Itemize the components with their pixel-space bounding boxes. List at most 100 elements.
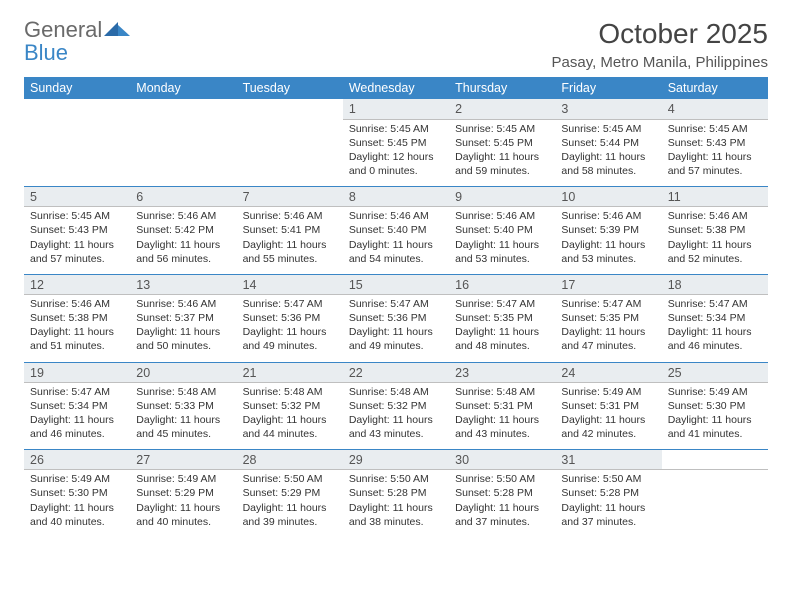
- calendar-table: Sunday Monday Tuesday Wednesday Thursday…: [24, 77, 768, 537]
- sunset-text: Sunset: 5:32 PM: [349, 400, 427, 412]
- day-number-cell: 1: [343, 99, 449, 119]
- detail-row: Sunrise: 5:45 AM Sunset: 5:45 PM Daylight:…: [24, 119, 768, 187]
- sunset-text: Sunset: 5:39 PM: [561, 224, 639, 236]
- day-detail-cell: Sunrise: 5:47 AMSunset: 5:36 PMDaylight:…: [237, 294, 343, 362]
- location-text: Pasay, Metro Manila, Philippines: [552, 54, 769, 71]
- sunrise-text: Sunrise: 5:47 AM: [668, 298, 748, 310]
- sunset-text: Sunset: 5:38 PM: [30, 312, 108, 324]
- day-detail-cell: Sunrise: 5:47 AMSunset: 5:34 PMDaylight:…: [662, 294, 768, 362]
- sunset-text: Sunset: 5:41 PM: [243, 224, 321, 236]
- day-number-cell: [662, 450, 768, 470]
- sunrise-text: Sunrise: 5:47 AM: [349, 298, 429, 310]
- day-detail-cell: Sunrise: 5:46 AMSunset: 5:39 PMDaylight:…: [555, 207, 661, 275]
- sunrise-text: Sunrise: 5:45 AM: [561, 123, 641, 135]
- daylight-text: Daylight: 11 hours and 39 minutes.: [243, 502, 327, 528]
- day-detail-cell: Sunrise: 5:47 AMSunset: 5:35 PMDaylight:…: [449, 294, 555, 362]
- sunrise-text: Sunrise: 5:45 AM: [349, 123, 429, 135]
- daylight-text: Daylight: 11 hours and 41 minutes.: [668, 414, 752, 440]
- daylight-text: Daylight: 11 hours and 42 minutes.: [561, 414, 645, 440]
- daylight-text: Daylight: 11 hours and 59 minutes.: [455, 151, 539, 177]
- sunrise-text: Sunrise: 5:49 AM: [668, 386, 748, 398]
- daynum-row: 1234: [24, 99, 768, 119]
- daylight-text: Daylight: 11 hours and 56 minutes.: [136, 239, 220, 265]
- day-detail-cell: Sunrise: 5:50 AMSunset: 5:28 PMDaylight:…: [555, 470, 661, 537]
- sunrise-text: Sunrise: 5:46 AM: [455, 210, 535, 222]
- header: General Blue October 2025 Pasay, Metro M…: [24, 18, 768, 71]
- sunrise-text: Sunrise: 5:48 AM: [455, 386, 535, 398]
- daylight-text: Daylight: 11 hours and 38 minutes.: [349, 502, 433, 528]
- sunset-text: Sunset: 5:37 PM: [136, 312, 214, 324]
- logo-text: General Blue: [24, 18, 102, 64]
- sunrise-text: Sunrise: 5:46 AM: [136, 298, 216, 310]
- day-detail-cell: [662, 470, 768, 537]
- day-number-cell: 27: [130, 450, 236, 470]
- daylight-text: Daylight: 11 hours and 45 minutes.: [136, 414, 220, 440]
- sunrise-text: Sunrise: 5:49 AM: [136, 473, 216, 485]
- daylight-text: Daylight: 11 hours and 50 minutes.: [136, 326, 220, 352]
- day-number-cell: 28: [237, 450, 343, 470]
- day-number-cell: 22: [343, 362, 449, 382]
- sunset-text: Sunset: 5:45 PM: [455, 137, 533, 149]
- sunset-text: Sunset: 5:43 PM: [30, 224, 108, 236]
- sunset-text: Sunset: 5:35 PM: [455, 312, 533, 324]
- day-number-cell: 30: [449, 450, 555, 470]
- day-detail-cell: Sunrise: 5:50 AMSunset: 5:28 PMDaylight:…: [343, 470, 449, 537]
- sunrise-text: Sunrise: 5:49 AM: [561, 386, 641, 398]
- sunrise-text: Sunrise: 5:50 AM: [455, 473, 535, 485]
- day-detail-cell: Sunrise: 5:46 AMSunset: 5:42 PMDaylight:…: [130, 207, 236, 275]
- day-number-cell: [24, 99, 130, 119]
- day-number-cell: 19: [24, 362, 130, 382]
- day-detail-cell: Sunrise: 5:49 AMSunset: 5:31 PMDaylight:…: [555, 382, 661, 450]
- day-detail-cell: [24, 119, 130, 187]
- day-number-cell: [130, 99, 236, 119]
- title-block: October 2025 Pasay, Metro Manila, Philip…: [552, 18, 769, 71]
- day-detail-cell: Sunrise: 5:50 AMSunset: 5:28 PMDaylight:…: [449, 470, 555, 537]
- day-detail-cell: Sunrise: 5:45 AMSunset: 5:44 PMDaylight:…: [555, 119, 661, 187]
- sunset-text: Sunset: 5:34 PM: [30, 400, 108, 412]
- day-number-cell: 11: [662, 187, 768, 207]
- day-detail-cell: Sunrise: 5:46 AMSunset: 5:38 PMDaylight:…: [662, 207, 768, 275]
- day-detail-cell: Sunrise: 5:48 AMSunset: 5:32 PMDaylight:…: [237, 382, 343, 450]
- sunrise-text: Sunrise: 5:48 AM: [243, 386, 323, 398]
- sunset-text: Sunset: 5:30 PM: [668, 400, 746, 412]
- daylight-text: Daylight: 11 hours and 57 minutes.: [30, 239, 114, 265]
- day-number-cell: 14: [237, 274, 343, 294]
- day-detail-cell: Sunrise: 5:48 AMSunset: 5:31 PMDaylight:…: [449, 382, 555, 450]
- day-number-cell: 4: [662, 99, 768, 119]
- daylight-text: Daylight: 11 hours and 44 minutes.: [243, 414, 327, 440]
- daylight-text: Daylight: 11 hours and 46 minutes.: [668, 326, 752, 352]
- sunrise-text: Sunrise: 5:46 AM: [349, 210, 429, 222]
- day-detail-cell: Sunrise: 5:47 AMSunset: 5:34 PMDaylight:…: [24, 382, 130, 450]
- day-number-cell: 24: [555, 362, 661, 382]
- weekday-header: Thursday: [449, 77, 555, 99]
- sunset-text: Sunset: 5:43 PM: [668, 137, 746, 149]
- daylight-text: Daylight: 11 hours and 43 minutes.: [349, 414, 433, 440]
- daylight-text: Daylight: 11 hours and 58 minutes.: [561, 151, 645, 177]
- day-number-cell: 2: [449, 99, 555, 119]
- weekday-header: Saturday: [662, 77, 768, 99]
- daylight-text: Daylight: 11 hours and 48 minutes.: [455, 326, 539, 352]
- detail-row: Sunrise: 5:49 AMSunset: 5:30 PMDaylight:…: [24, 470, 768, 537]
- day-number-cell: 7: [237, 187, 343, 207]
- detail-row: Sunrise: 5:47 AM Sunset: 5:34 PM Daylight:…: [24, 382, 768, 450]
- logo-word-2: Blue: [24, 40, 68, 65]
- daylight-text: Daylight: 11 hours and 53 minutes.: [561, 239, 645, 265]
- sunrise-text: Sunrise: 5:45 AM: [455, 123, 535, 135]
- detail-row: Sunrise: 5:46 AM Sunset: 5:38 PM Daylight:…: [24, 294, 768, 362]
- day-number-cell: 15: [343, 274, 449, 294]
- day-detail-cell: Sunrise: 5:46 AMSunset: 5:40 PMDaylight:…: [343, 207, 449, 275]
- sunrise-text: Sunrise: 5:45 AM: [30, 210, 110, 222]
- daylight-text: Daylight: 11 hours and 49 minutes.: [349, 326, 433, 352]
- day-number-cell: 31: [555, 450, 661, 470]
- detail-row: Sunrise: 5:45 AM Sunset: 5:43 PM Daylight:…: [24, 207, 768, 275]
- day-detail-cell: Sunrise: 5:45 AM Sunset: 5:45 PM Daylight:…: [449, 119, 555, 187]
- day-detail-cell: Sunrise: 5:46 AMSunset: 5:40 PMDaylight:…: [449, 207, 555, 275]
- day-detail-cell: Sunrise: 5:45 AMSunset: 5:43 PMDaylight:…: [662, 119, 768, 187]
- sunset-text: Sunset: 5:36 PM: [349, 312, 427, 324]
- sunrise-text: Sunrise: 5:47 AM: [30, 386, 110, 398]
- day-number-cell: [237, 99, 343, 119]
- weekday-header: Monday: [130, 77, 236, 99]
- day-number-cell: 3: [555, 99, 661, 119]
- sunset-text: Sunset: 5:35 PM: [561, 312, 639, 324]
- weekday-header: Friday: [555, 77, 661, 99]
